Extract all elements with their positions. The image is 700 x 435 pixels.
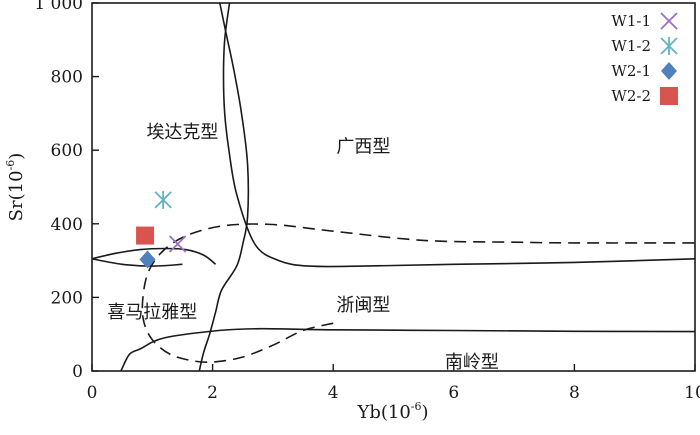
axis-ticks: 0 2 4 6 8 10 0 200 400 600 800 1 000 xyxy=(34,0,700,403)
legend-label: W1-2 xyxy=(611,37,651,55)
y-tick-label: 600 xyxy=(51,141,83,161)
legend-label: W1-1 xyxy=(611,12,651,30)
data-point-W2-2 xyxy=(136,226,155,245)
data-point-W1-2 xyxy=(154,190,172,209)
legend-marker xyxy=(660,87,678,105)
legend: W1-1 W1-2 W2-1 W2-2 xyxy=(611,12,678,105)
y-tick-label: 200 xyxy=(51,288,83,308)
x-tick-label: 4 xyxy=(328,383,339,403)
plot-frame xyxy=(91,2,696,372)
region-label: 喜马拉雅型 xyxy=(107,302,197,323)
x-tick-label: 2 xyxy=(207,383,218,403)
y-tick-label: 1 000 xyxy=(34,0,83,14)
boundary-curve-1 xyxy=(198,2,250,372)
data-point-W1-1 xyxy=(168,235,187,253)
region-label: 广西型 xyxy=(336,137,390,158)
legend-label: W2-2 xyxy=(611,87,651,105)
x-axis-title: Yb(10-6) xyxy=(356,400,428,423)
legend-marker xyxy=(661,62,677,80)
boundary-curve-3 xyxy=(91,247,217,265)
x-tick-label: 0 xyxy=(87,383,98,403)
region-boundaries xyxy=(91,2,696,372)
boundary-curve-4 xyxy=(91,258,183,267)
boundary-curve-5 xyxy=(120,327,696,372)
y-axis-title: Sr(10-6) xyxy=(4,153,27,222)
boundary-curve-6 xyxy=(141,223,696,364)
region-label: 南岭型 xyxy=(445,352,499,373)
legend-marker xyxy=(660,12,678,30)
data-point-W2-1 xyxy=(139,250,156,269)
boundary-curve-2 xyxy=(222,2,696,268)
x-tick-label: 8 xyxy=(569,383,580,403)
data-points xyxy=(136,190,187,269)
y-tick-label: 0 xyxy=(72,362,83,382)
region-label: 浙闽型 xyxy=(336,295,390,316)
region-label: 埃达克型 xyxy=(146,122,218,143)
legend-marker xyxy=(660,37,678,55)
y-tick-label: 800 xyxy=(51,68,83,88)
x-tick-label: 10 xyxy=(684,383,700,403)
x-tick-label: 6 xyxy=(448,383,459,403)
legend-label: W2-1 xyxy=(611,62,651,80)
y-tick-label: 400 xyxy=(51,215,83,235)
